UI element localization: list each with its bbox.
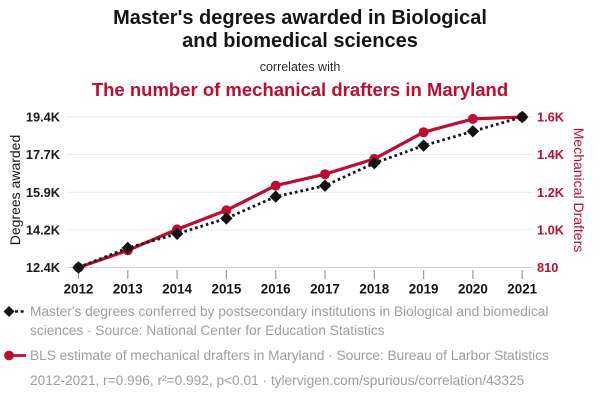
chart-legend: Master's degrees conferred by postsecond…: [3, 302, 559, 390]
chart-header: Master's degrees awarded in Biological a…: [0, 7, 600, 100]
right-axis-tick-label: 1.0K: [537, 223, 565, 238]
circle-solid-line-icon: [4, 350, 26, 361]
x-axis-tick-label: 2013: [113, 282, 143, 297]
data-point-degrees: [170, 227, 184, 240]
data-point-degrees: [368, 157, 381, 170]
secondary-title: The number of mechanical drafters in Mar…: [91, 79, 509, 100]
x-axis-tick-label: 2015: [212, 282, 242, 297]
x-axis-tick-label: 2018: [359, 282, 389, 297]
data-point-degrees: [417, 139, 430, 152]
data-point-degrees: [318, 179, 332, 192]
right-axis-tick-label: 1.6K: [537, 110, 565, 125]
primary-title-line-2: and biomedical sciences: [182, 29, 418, 52]
data-point-degrees: [466, 125, 480, 138]
data-point-degrees: [72, 261, 85, 274]
data-point-drafters: [418, 127, 429, 138]
x-axis-tick-label: 2021: [507, 282, 537, 297]
right-axis-tick-label: 810: [537, 260, 558, 275]
left-axis-tick-label: 14.2K: [26, 223, 61, 238]
data-point-drafters: [467, 113, 478, 124]
left-axis-tick-label: 15.9K: [26, 185, 61, 200]
x-axis-tick-label: 2014: [162, 282, 192, 297]
left-axis-tick-label: 12.4K: [26, 260, 61, 275]
x-axis-tick-label: 2020: [458, 282, 488, 297]
legend-item-degrees: Master's degrees conferred by postsecond…: [3, 302, 559, 340]
legend-item-drafters-text: BLS estimate of mechanical drafters in M…: [30, 348, 549, 363]
left-axis-tick-label: 17.7K: [26, 147, 61, 162]
data-point-degrees: [516, 110, 529, 124]
data-point-degrees: [220, 212, 233, 225]
legend-item-drafters: BLS estimate of mechanical drafters in M…: [3, 346, 559, 365]
chart-plot: 12.4K 810 14.2K 1.0K 15.9K 1.2K 17.7K 1.4K 19.4K…: [26, 110, 565, 297]
right-axis-tick-label: 1.2K: [537, 185, 565, 200]
x-axis-tick-label: 2016: [261, 282, 291, 297]
x-axis-tick-label: 2017: [310, 282, 340, 297]
correlates-with-label: correlates with: [259, 60, 341, 74]
right-axis-title: Mechanical Drafters: [571, 127, 587, 253]
data-point-degrees: [121, 241, 134, 255]
data-point-drafters: [320, 169, 330, 180]
stats-footer: 2012-2021, r=0.996, r²=0.992, p<0.01 · t…: [30, 373, 525, 388]
diamond-dashed-line-icon: [3, 306, 26, 317]
legend-item-degrees-text: Master's degrees conferred by postsecond…: [30, 304, 549, 338]
x-axis-tick-label: 2012: [64, 282, 94, 297]
data-point-drafters: [221, 205, 232, 216]
chart-area: 12.4K 810 14.2K 1.0K 15.9K 1.2K 17.7K 1.4K 19.4K…: [0, 100, 600, 305]
left-axis-tick-label: 19.4K: [26, 110, 61, 125]
primary-title-line-1: Master's degrees awarded in Biological: [113, 7, 487, 29]
right-axis-tick-label: 1.4K: [537, 147, 565, 162]
data-point-degrees: [269, 190, 282, 203]
primary-title: Master's degrees awarded in Biological a…: [0, 7, 600, 52]
x-axis-tick-label: 2019: [409, 282, 439, 297]
data-point-drafters: [270, 180, 281, 191]
series-line-degrees: [77, 115, 523, 269]
left-axis-title: Degrees awarded: [7, 134, 23, 246]
